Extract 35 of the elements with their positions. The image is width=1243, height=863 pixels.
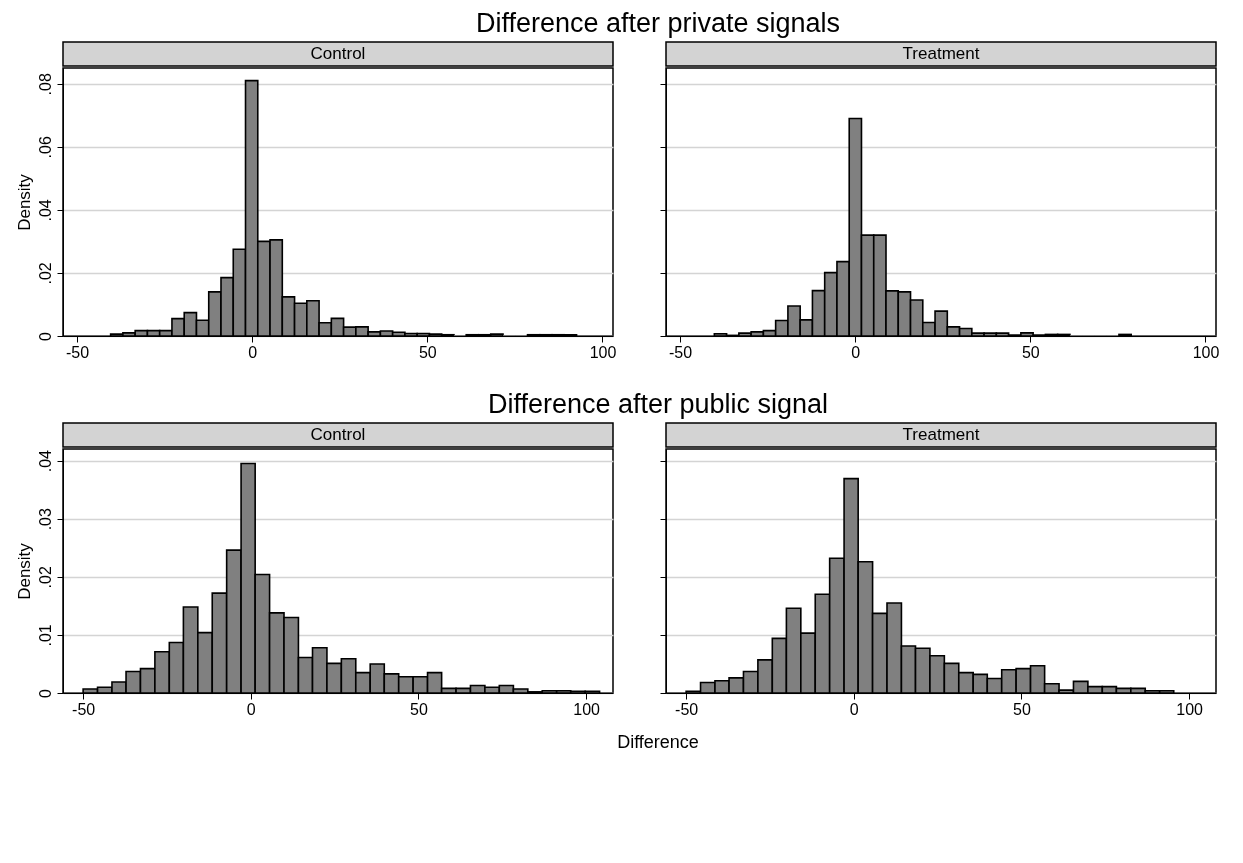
y-tick-label: .03 — [36, 508, 54, 531]
chart-subtitle: Treatment — [902, 425, 980, 444]
x-tick-label: 0 — [246, 700, 256, 718]
x-tick-label: -50 — [65, 343, 90, 361]
x-tick-label: -50 — [72, 700, 96, 718]
y-tick-label: .08 — [36, 73, 54, 96]
y-tick-label: 0 — [36, 688, 54, 698]
y-tick-label: .02 — [36, 566, 54, 589]
x-tick-label: 100 — [1176, 700, 1204, 718]
x-tick-label: 50 — [1021, 343, 1040, 361]
x-tick-label: 0 — [851, 343, 861, 361]
y-tick-label: .01 — [36, 624, 54, 647]
x-tick-label: 100 — [589, 343, 617, 361]
y-tick-label: .02 — [36, 262, 54, 285]
x-tick-label: 50 — [1013, 700, 1031, 718]
x-tick-label: 50 — [418, 343, 437, 361]
y-tick-label: .06 — [36, 136, 54, 159]
chart-title: Difference after private signals — [474, 7, 842, 40]
x-tick-label: 100 — [1192, 343, 1220, 361]
chart-title: Difference after public signal — [486, 388, 830, 421]
x-axis-title: Difference — [616, 732, 700, 753]
y-tick-label: 0 — [36, 331, 54, 341]
y-axis-title: Density — [14, 173, 34, 231]
chart-subtitle: Control — [310, 44, 366, 63]
x-tick-label: 100 — [573, 700, 601, 718]
x-tick-label: 0 — [849, 700, 859, 718]
x-tick-label: 50 — [410, 700, 428, 718]
x-tick-label: 0 — [248, 343, 258, 361]
y-tick-label: .04 — [36, 199, 54, 222]
chart-subtitle: Treatment — [902, 44, 980, 63]
chart-subtitle: Control — [310, 425, 366, 444]
x-tick-label: -50 — [675, 700, 699, 718]
y-axis-title: Density — [14, 542, 34, 600]
x-tick-label: -50 — [668, 343, 693, 361]
y-tick-label: .04 — [36, 449, 54, 473]
